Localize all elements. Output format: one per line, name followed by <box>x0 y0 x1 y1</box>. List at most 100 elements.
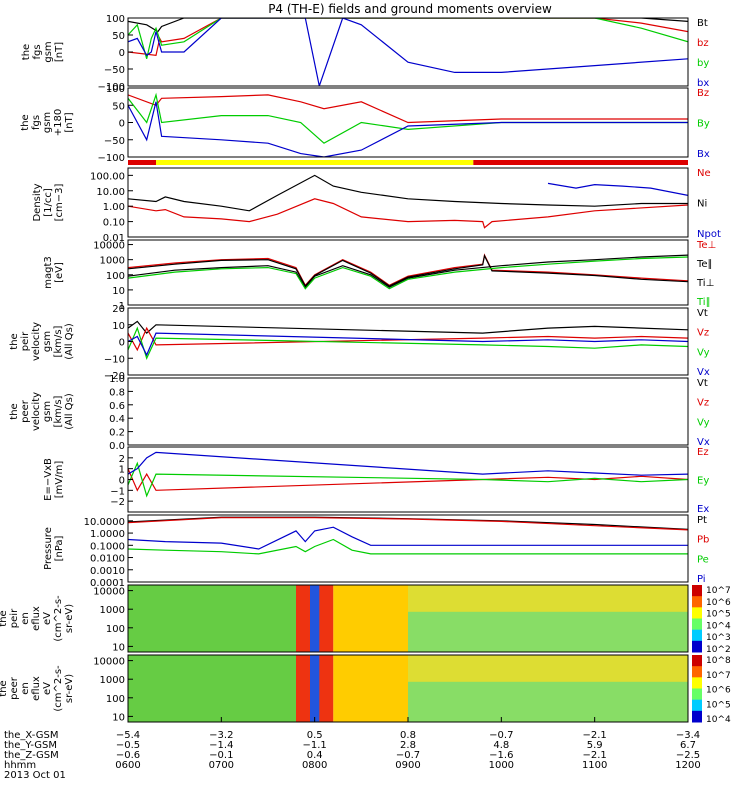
y-axis-label: thefgsgsm[nT] <box>21 41 65 62</box>
y-tick-label: −1 <box>110 486 125 497</box>
y-tick-label: 100 <box>106 624 125 635</box>
legend-entry: Te⊥ <box>696 240 716 251</box>
x-tick-label: −0.7 <box>396 750 420 761</box>
y-tick-label: 10000 <box>93 657 125 668</box>
legend-entry: Ey <box>697 476 709 487</box>
x-tick-label: −5.4 <box>116 730 140 741</box>
legend-entry: Vx <box>697 367 710 378</box>
y-tick-label: 20 <box>112 304 125 315</box>
y-tick-label: 10.0000 <box>84 517 125 528</box>
y-axis-label-line: eV <box>42 612 53 625</box>
panel-6: Vt Vz Vy Vx 1.0 0.8 0.6 0.4 0.2 0.0 thepeervelocit… <box>9 374 710 452</box>
y-axis-label-line: gsm <box>42 112 53 133</box>
y-axis-label: thepeerenefluxeV(cm^2-s-sr-eV) <box>0 665 75 712</box>
legend-entry: Ex <box>697 504 709 515</box>
y-tick-label: 0.8 <box>109 387 125 398</box>
series-line <box>128 517 688 531</box>
y-tick-label: 0 <box>119 48 125 59</box>
x-tick-label: −2.5 <box>676 750 700 761</box>
y-axis-label-line: sr-eV) <box>64 674 75 703</box>
legend-entry: Te∥ <box>696 259 713 270</box>
y-tick-label: 0.4 <box>109 414 125 425</box>
x-tick-label: 0600 <box>115 760 140 771</box>
y-axis-label-line: velocity <box>31 322 42 361</box>
legend-entry: Ni <box>697 199 707 210</box>
series-line <box>128 18 688 33</box>
y-axis-label-line: en <box>20 682 31 695</box>
x-axis-row-label: the_Y-GSM <box>4 740 57 751</box>
legend-entry: Ne <box>697 168 711 179</box>
y-tick-label: −10 <box>104 354 125 365</box>
legend-entry: Ti∥ <box>696 297 711 308</box>
y-axis-label-line: velocity <box>31 392 42 431</box>
y-tick-label: 1 <box>119 465 125 476</box>
y-axis-label-line: gsm <box>43 41 54 62</box>
y-tick-label: −100 <box>98 82 125 93</box>
y-tick-label: 0.0100 <box>90 554 125 565</box>
legend-entry: Vy <box>697 347 710 358</box>
colorbar-label: 10^5 <box>706 700 731 710</box>
colorbar-segment <box>692 688 702 701</box>
y-tick-label: −100 <box>98 153 125 164</box>
y-tick-label: 10000 <box>93 241 125 252</box>
y-tick-label: 100 <box>106 84 125 95</box>
heatmap-band <box>408 655 688 682</box>
colorbar-label: 10^6 <box>706 598 731 608</box>
y-tick-label: 50 <box>112 101 125 112</box>
x-tick-label: 6.7 <box>680 740 696 751</box>
heatmap-band <box>310 655 320 722</box>
y-tick-label: 0.0010 <box>90 566 125 577</box>
y-tick-label: 0.6 <box>109 401 125 412</box>
legend-entry: Npot <box>697 229 721 240</box>
y-axis-label: thepeirvelocitygsm[km/s](All Qs) <box>9 322 75 361</box>
series-line <box>128 94 688 124</box>
date-label: 2013 Oct 01 <box>4 770 66 781</box>
legend-entry: Ti⊥ <box>696 278 714 289</box>
y-axis-label-line: the <box>20 114 31 130</box>
panel-frame <box>127 584 689 653</box>
panel-1: Bt bz by bx 100 50 0 −50 −100 thefgsgsm[nT] <box>21 14 709 93</box>
x-tick-label: 0800 <box>302 760 327 771</box>
y-axis-label-line: fgs <box>32 44 43 59</box>
y-axis-label: E=−VxB[mV/m] <box>43 458 65 501</box>
legend-entry: Bx <box>697 149 710 160</box>
series-line <box>128 18 688 57</box>
y-tick-label: 0 <box>119 119 125 130</box>
legend-entry: Vt <box>697 308 708 319</box>
panel-frame <box>127 17 689 87</box>
x-tick-label: 0.5 <box>307 730 323 741</box>
legend-entry: bx <box>697 78 709 89</box>
x-tick-label: −2.1 <box>583 730 607 741</box>
colorbar-label: 10^5 <box>706 610 731 620</box>
series-line <box>128 320 688 334</box>
series-line <box>547 182 688 196</box>
colorbar-segment <box>692 640 702 653</box>
series-line <box>128 18 688 86</box>
colorbar-segment <box>692 629 702 642</box>
x-tick-label: −0.5 <box>116 740 140 751</box>
y-tick-label: 10 <box>112 642 125 653</box>
y-tick-label: 100 <box>106 694 125 705</box>
series-line <box>128 254 688 289</box>
plot-title: P4 (TH-E) fields and ground moments over… <box>268 2 552 16</box>
y-axis-label-line: the <box>9 333 20 349</box>
legend-entry: Vx <box>697 437 710 448</box>
series-line <box>128 538 688 555</box>
y-axis-label-line: sr-eV) <box>64 604 75 633</box>
y-tick-label: 0.1000 <box>90 541 125 552</box>
x-axis-row-label: hhmm <box>4 760 36 771</box>
x-axis-row-label: the_X-GSM <box>4 730 58 741</box>
panel-7: Ez Ey Ex 210−1−2 E=−VxB[mV/m] <box>43 446 709 515</box>
y-axis-label-line: [1/cc] <box>43 188 54 217</box>
legend-entry: Vz <box>697 398 709 409</box>
legend-entry: Vt <box>697 378 708 389</box>
colorbar-segment <box>692 655 702 667</box>
y-tick-label: 1000 <box>100 605 125 616</box>
legend-entry: by <box>697 58 709 69</box>
colorbar-label: 10^8 <box>706 656 731 666</box>
heatmap-band <box>333 585 408 652</box>
y-axis-label-line: [nT] <box>54 42 65 62</box>
y-axis-label-line: fgs <box>31 115 42 130</box>
y-axis-label-line: eflux <box>31 676 42 701</box>
x-tick-label: 0900 <box>395 760 420 771</box>
